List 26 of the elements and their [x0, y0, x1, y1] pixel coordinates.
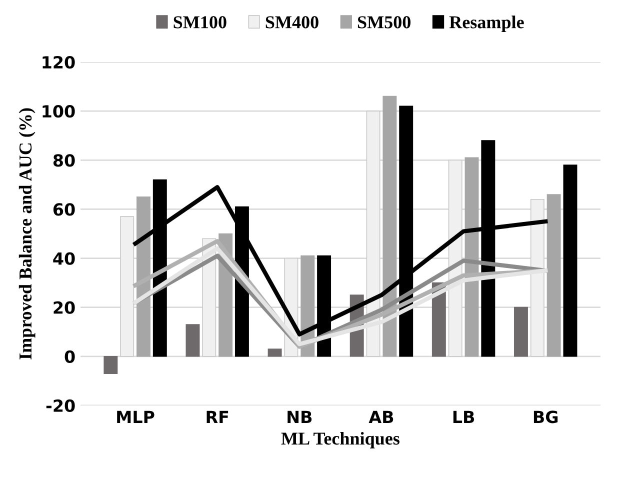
- x-tick-label: AB: [368, 410, 394, 423]
- bar: [186, 324, 200, 357]
- x-tick-label: MLP: [117, 410, 154, 423]
- y-tick-label: 40: [53, 252, 75, 265]
- bar: [268, 348, 282, 357]
- bar: [546, 194, 561, 357]
- bar: [514, 306, 528, 357]
- legend-label: SM100: [174, 16, 226, 28]
- x-axis-title: ML Techniques: [281, 432, 400, 448]
- bar: [104, 356, 118, 374]
- y-tick-label: 100: [42, 105, 75, 118]
- legend-label: SM500: [358, 16, 410, 28]
- y-tick-label: -20: [46, 399, 75, 412]
- y-tick-label: 0: [64, 350, 75, 363]
- legend-label: Resample: [449, 16, 524, 32]
- x-tick-label: RF: [206, 410, 228, 423]
- y-tick-label: 20: [54, 301, 75, 314]
- x-tick-label: BG: [534, 410, 558, 424]
- y-tick-label: 60: [53, 203, 75, 216]
- bar: [563, 164, 578, 357]
- y-axis-title: Improved Balance and AUC (%): [18, 108, 36, 360]
- x-tick-label: LB: [453, 410, 474, 423]
- y-tick-label: 80: [53, 154, 75, 167]
- y-tick-label: 120: [42, 56, 75, 69]
- x-tick-label: NB: [288, 410, 312, 423]
- legend-label: SM400: [266, 16, 318, 28]
